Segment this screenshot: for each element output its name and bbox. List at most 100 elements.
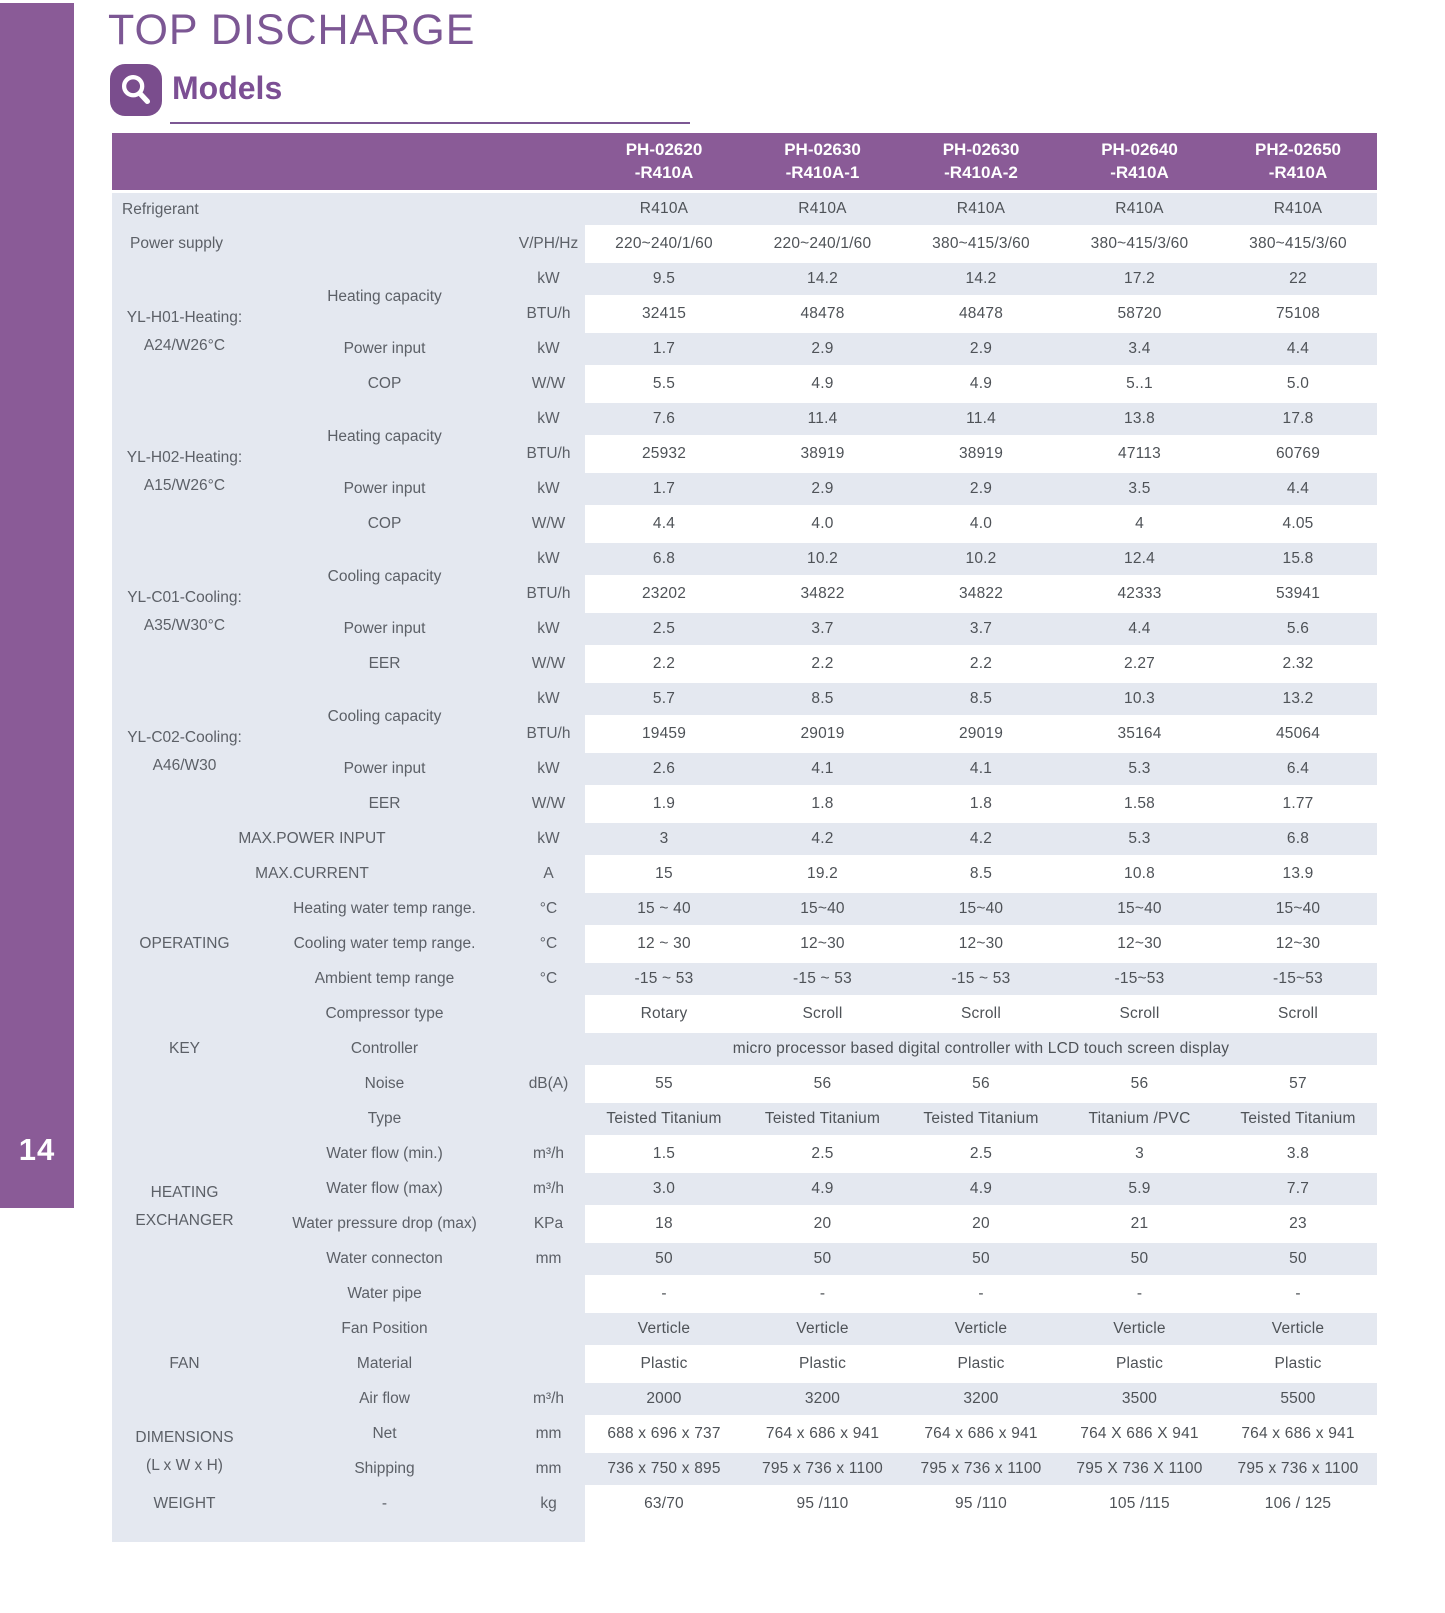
table-row: BTU/h 32415 48478 48478 58720 75108 [112,296,1377,333]
value-cell: 4.2 [902,821,1060,858]
model-header-row: PH-02620 -R410A PH-02630 -R410A-1 PH-02630 -R… [112,133,1377,193]
unit-label: V/PH/Hz [518,235,579,253]
value-cell: Scroll [1060,996,1219,1033]
value-cell: 63/70 [585,1486,743,1523]
row-label: Refrigerant [122,201,199,219]
value-cell: 15.8 [1219,541,1377,578]
value-cell: 15~40 [1219,891,1377,928]
value-cell: 5.3 [1060,751,1219,788]
value-cell: 20 [743,1206,902,1243]
value-cell: 95 /110 [743,1486,902,1523]
value-cell: 19459 [585,716,743,753]
value-cell: 12.4 [1060,541,1219,578]
table-row: DIMENSIONS (L x W x H) Net mm 688 x 696 x 73… [112,1416,1377,1474]
value-cell: Titanium /PVC [1060,1101,1219,1138]
value-cell: 764 x 686 x 941 [743,1416,902,1453]
unit-label: m³/h [533,1145,564,1163]
value-cell: 14.2 [902,261,1060,298]
value-cell: 34822 [743,576,902,613]
value-cell: 3200 [902,1381,1060,1418]
value-cell: Verticle [585,1311,743,1348]
value-cell: 3.5 [1060,471,1219,508]
value-cell: 764 x 686 x 941 [1219,1416,1377,1453]
table-row: Shipping mm 736 x 750 x 895 795 x 736 x 110… [112,1451,1377,1488]
value-cell: 795 x 736 x 1100 [1219,1451,1377,1488]
unit-label: BTU/h [526,585,571,603]
specifications-table: PH-02620 -R410A PH-02630 -R410A-1 PH-02630 -R… [112,133,1377,1523]
table-row: BTU/h 23202 34822 34822 42333 53941 [112,576,1377,613]
value-cell: 380~415/3/60 [1060,226,1219,263]
row-label: Power supply [130,235,224,253]
value-cell: 75108 [1219,296,1377,333]
unit-label: kW [537,690,560,708]
value-cell: Plastic [585,1346,743,1383]
unit-label: W/W [531,375,566,393]
unit-label: kW [537,620,560,638]
value-cell: 4.1 [902,751,1060,788]
table-row: BTU/h 19459 29019 29019 35164 45064 [112,716,1377,753]
unit-label: W/W [531,515,566,533]
unit-label: kg [540,1495,557,1513]
value-cell: 12~30 [902,926,1060,963]
column-header-model-4: PH-02640 -R410A [1060,133,1219,193]
unit-label: BTU/h [526,305,571,323]
value-cell: -15 ~ 53 [585,961,743,998]
unit-label: kW [537,550,560,568]
value-cell: 2.5 [585,611,743,648]
value-cell: 1.77 [1219,786,1377,823]
unit-label [512,1347,585,1382]
unit-label [512,1032,585,1067]
value-cell: 2.6 [585,751,743,788]
table-row: Refrigerant R410A R410A R410A R410A R410A [112,191,1377,228]
parameter-label: Shipping [354,1460,415,1478]
unit-label: mm [535,1460,562,1478]
table-row: Noise dB(A) 55 56 56 56 57 [112,1066,1377,1103]
section-title: Models [172,70,283,106]
parameter-label: Water pipe [347,1285,422,1303]
table-row: MAX.POWER INPUT kW 3 4.2 4.2 5.3 6.8 [112,821,1377,858]
column-header-model-3: PH-02630 -R410A-2 [902,133,1060,193]
value-cell: 21 [1060,1206,1219,1243]
value-cell: 2.2 [585,646,743,683]
value-cell: Verticle [1219,1311,1377,1348]
value-cell: 2.2 [902,646,1060,683]
table-row: Power input kW 1.7 2.9 2.9 3.5 4.4 [112,471,1377,508]
parameter-label: Power input [343,760,426,778]
magnifier-icon [110,64,162,116]
value-cell: 2.9 [902,331,1060,368]
parameter-label: Cooling water temp range. [293,935,476,953]
value-cell: 4.1 [743,751,902,788]
value-cell: Verticle [902,1311,1060,1348]
row-group-label: YL-H02-Heating: A15/W26°C [126,449,243,494]
parameter-label: Power input [343,340,426,358]
label-column-background [112,190,585,1542]
value-cell: R410A [743,191,902,228]
value-cell: 25932 [585,436,743,473]
value-cell: 688 x 696 x 737 [585,1416,743,1453]
value-cell: - [902,1276,1060,1313]
table-row: Power supply V/PH/Hz 220~240/1/60 220~240/1… [112,226,1377,263]
unit-label [512,1312,585,1347]
value-cell: Teisted Titanium [743,1101,902,1138]
unit-label: W/W [531,795,566,813]
value-cell: -15 ~ 53 [743,961,902,998]
table-row: FAN Fan Position Verticle Verticle Verticle V… [112,1311,1377,1372]
value-cell: 2.27 [1060,646,1219,683]
table-row: EER W/W 2.2 2.2 2.2 2.27 2.32 [112,646,1377,683]
value-cell: R410A [585,191,743,228]
value-cell: 220~240/1/60 [743,226,902,263]
value-cell: Verticle [1060,1311,1219,1348]
unit-label: BTU/h [526,725,571,743]
parameter-label: Water flow (max) [326,1180,443,1198]
table-row: Cooling water temp range. °C 12 ~ 30 12~30 1… [112,926,1377,963]
value-cell: 380~415/3/60 [902,226,1060,263]
parameter-label: Net [372,1425,397,1443]
value-cell: 32415 [585,296,743,333]
table-row: Power input kW 2.5 3.7 3.7 4.4 5.6 [112,611,1377,648]
value-cell: 3.7 [902,611,1060,648]
parameter-label: Noise [364,1075,405,1093]
value-cell: 95 /110 [902,1486,1060,1523]
value-cell: 19.2 [743,856,902,893]
value-cell: 7.7 [1219,1171,1377,1208]
table-row: Water flow (max) m³/h 3.0 4.9 4.9 5.9 7.7 [112,1171,1377,1208]
